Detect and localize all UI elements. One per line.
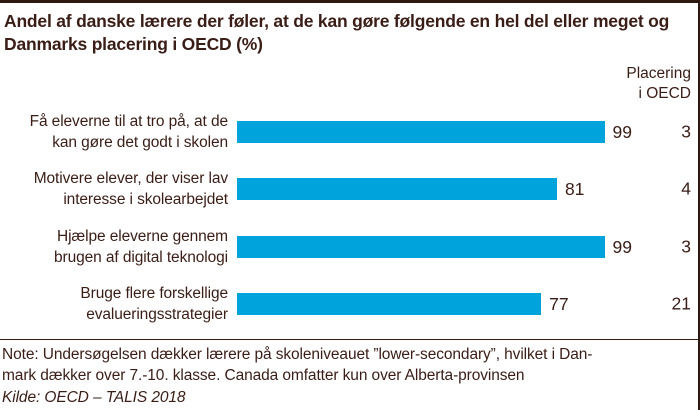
rank-column-header-line-1: Placering — [626, 65, 691, 82]
bar-row: Få eleverne til at tro på, at de kan gør… — [0, 103, 698, 161]
chart-source: Kilde: OECD – TALIS 2018 — [2, 389, 186, 406]
oecd-rank: 4 — [681, 178, 691, 199]
bar-row: Motivere elever, der viser lav interesse… — [0, 161, 698, 219]
bar-value-label: 99 — [612, 121, 632, 142]
bar-row: Bruge flere forskellige evalueringsstrat… — [0, 276, 698, 334]
chart-note: Note: Undersøgelsen dækker lærere på sko… — [2, 344, 696, 386]
bar-track: 81 — [237, 178, 632, 201]
bar — [237, 178, 557, 201]
bar-row: Hjælpe eleverne gennem brugen af digital… — [0, 218, 698, 276]
rank-column-header-line-2: i OECD — [638, 85, 691, 102]
category-label: Bruge flere forskellige evalueringsstrat… — [80, 285, 228, 324]
chart-note-line-2: mark dækker over 7.-10. klasse. Canada o… — [2, 367, 525, 384]
bar-value-label: 81 — [564, 179, 585, 200]
bar-track: 99 — [237, 235, 632, 258]
bar — [237, 293, 542, 316]
category-label: Motivere elever, der viser lav interesse… — [33, 170, 228, 209]
chart-title-line-2: Danmarks placering i OECD (%) — [4, 33, 263, 54]
bar-value-label: 77 — [549, 294, 569, 315]
bar — [237, 120, 605, 143]
rank-column-header: Placering i OECD — [626, 64, 691, 104]
chart-title-line-1: Andel af danske lærere der føler, at de … — [4, 11, 670, 31]
category-label: Hjælpe eleverne gennem brugen af digital… — [54, 227, 228, 266]
oecd-rank: 3 — [681, 121, 691, 142]
bar-track: 99 — [237, 120, 632, 143]
oecd-rank: 3 — [681, 236, 691, 257]
chart-title: Andel af danske lærere der føler, at de … — [4, 10, 694, 55]
chart-note-line-1: Note: Undersøgelsen dækker lærere på sko… — [2, 346, 593, 363]
bar-track: 77 — [237, 293, 632, 316]
category-label: Få eleverne til at tro på, at de kan gør… — [29, 112, 229, 151]
oecd-rank: 21 — [671, 293, 691, 314]
bar-value-label: 99 — [612, 236, 632, 257]
bar — [237, 235, 605, 258]
note-divider — [0, 339, 698, 340]
bar-chart: Få eleverne til at tro på, at de kan gør… — [0, 103, 698, 333]
